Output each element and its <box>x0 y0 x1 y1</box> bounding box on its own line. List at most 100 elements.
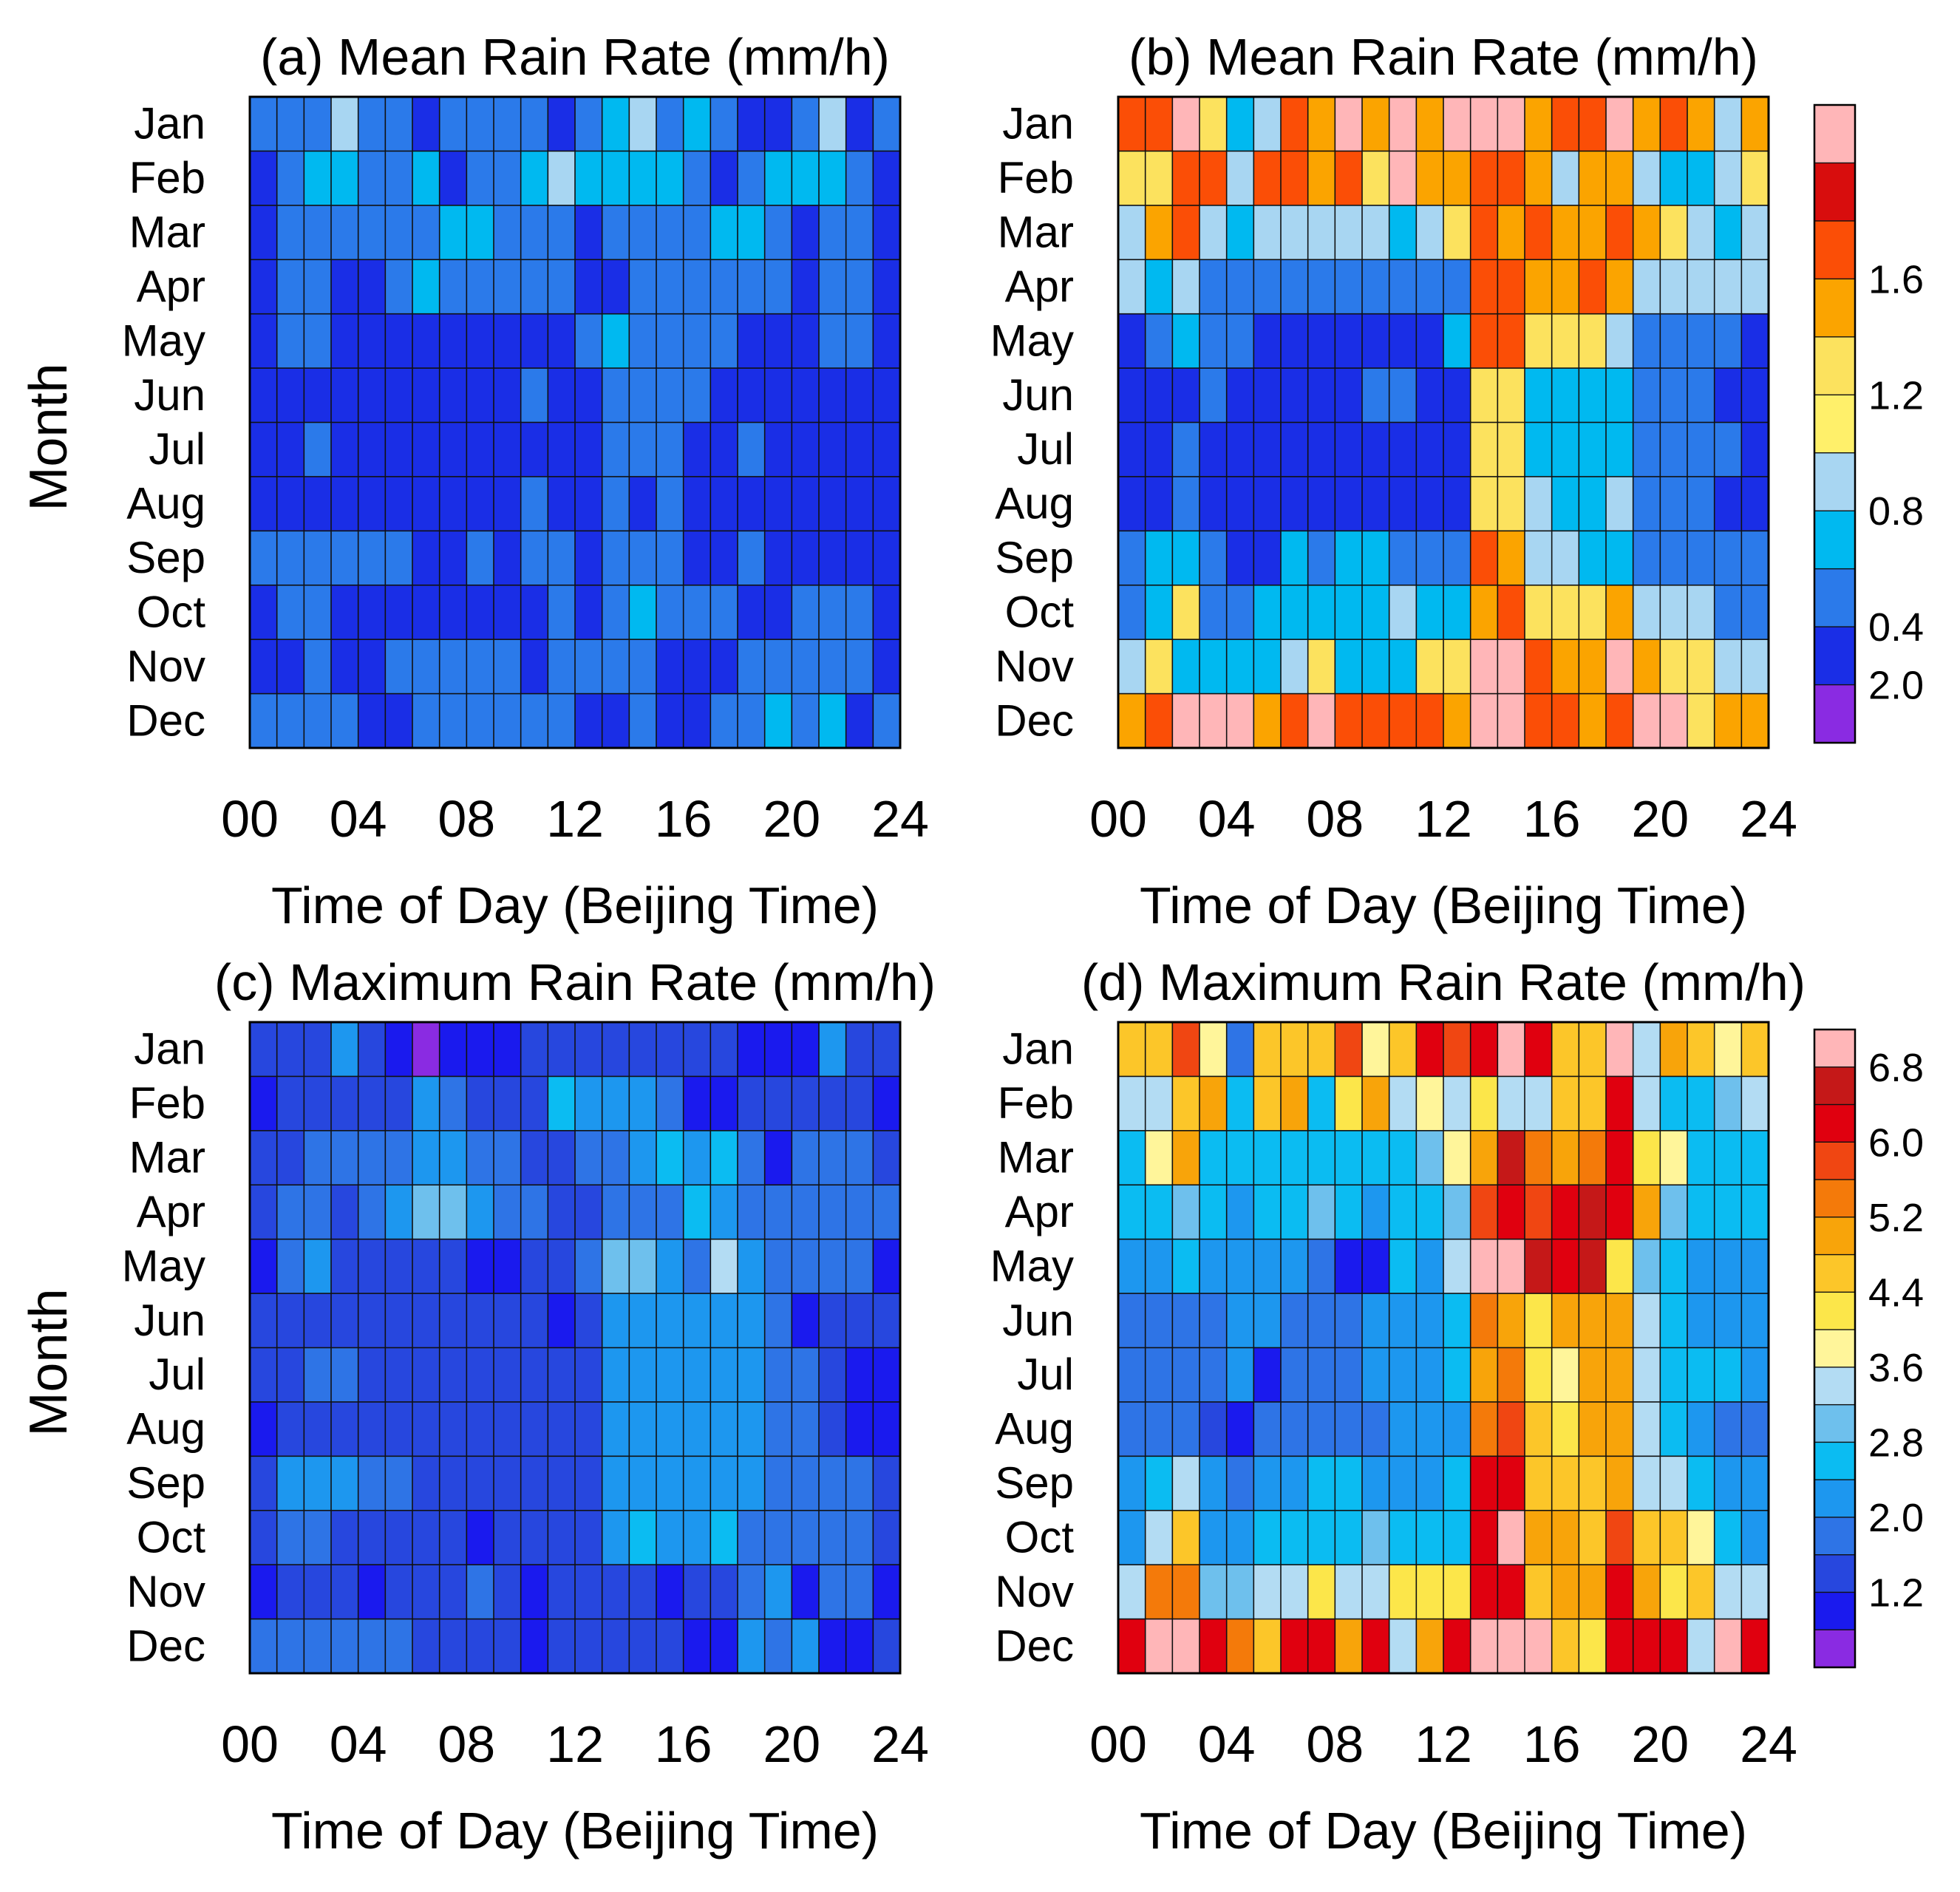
heatmap-cell <box>1497 1455 1526 1511</box>
heatmap-cell <box>1713 693 1743 749</box>
heatmap-cell <box>384 1130 414 1186</box>
heatmap-cell <box>1280 530 1309 586</box>
heatmap-cell <box>1334 1347 1364 1403</box>
heatmap-cell <box>1740 1564 1770 1620</box>
y-axis-label: Month <box>19 363 78 511</box>
heatmap-cell <box>384 1455 414 1511</box>
heatmap-cell <box>1388 259 1418 315</box>
heatmap-cell <box>276 205 305 261</box>
heatmap-cell <box>384 1347 414 1403</box>
heatmap-cell <box>1687 1509 1715 1566</box>
heatmap-cell <box>276 476 305 532</box>
colorbar-bin <box>1814 452 1856 512</box>
heatmap-cell <box>737 1130 766 1186</box>
y-tick-label: Feb <box>998 1078 1074 1128</box>
heatmap-cell <box>872 1509 902 1566</box>
heatmap-cell <box>710 476 739 532</box>
heatmap-cell <box>1713 1293 1743 1349</box>
heatmap-cell <box>276 1455 305 1511</box>
heatmap-cell <box>303 1401 333 1457</box>
y-tick-label: Jul <box>1017 424 1074 474</box>
heatmap-cell <box>1632 1075 1661 1132</box>
colorbars: 2.0 1.6 1.2 0.8 0.4 6.8 6.0 5.2 4.4 3.6 2.8 2.0 1.2 <box>1813 103 1924 1669</box>
colorbar-bin <box>1814 1103 1856 1143</box>
heatmap-cell <box>1280 96 1309 152</box>
heatmap-cell <box>1144 205 1174 261</box>
heatmap-cell <box>493 259 522 315</box>
heatmap-cell <box>1551 259 1580 315</box>
heatmap-cell <box>1117 313 1146 370</box>
heatmap-cell <box>1632 530 1661 586</box>
heatmap-cell <box>1388 530 1418 586</box>
heatmap-cell <box>1632 1401 1661 1457</box>
heatmap-cell <box>791 1293 820 1349</box>
heatmap-cell <box>1659 1618 1689 1675</box>
heatmap-cell <box>249 1564 278 1620</box>
heatmap-cell <box>466 584 495 641</box>
heatmap-cell <box>1578 1238 1607 1295</box>
heatmap-cell <box>412 639 440 695</box>
heatmap-cell <box>818 96 847 152</box>
plot-frame <box>248 95 902 749</box>
heatmap-cell <box>303 367 333 423</box>
heatmap-cell <box>710 1021 739 1078</box>
heatmap-cell <box>791 1130 820 1186</box>
heatmap-cell <box>737 421 766 478</box>
heatmap-cell <box>1551 639 1580 695</box>
heatmap-cell <box>845 96 874 152</box>
heatmap-cell <box>656 259 684 315</box>
heatmap-cell <box>412 693 440 749</box>
colorbar-bin <box>1814 278 1856 338</box>
heatmap-cell <box>1361 150 1390 207</box>
heatmap-cell <box>1280 1564 1309 1620</box>
heatmap-cell <box>628 205 658 261</box>
heatmap-cell <box>493 584 522 641</box>
heatmap-cell <box>547 1184 576 1240</box>
heatmap-cell <box>303 476 333 532</box>
heatmap-cell <box>1117 476 1146 532</box>
heatmap-cell <box>763 1184 793 1240</box>
heatmap-cell <box>1199 1184 1228 1240</box>
heatmap-cell <box>1713 205 1743 261</box>
heatmap-cell <box>1578 639 1607 695</box>
y-tick-label: May <box>122 316 205 365</box>
heatmap-cell <box>1307 96 1336 152</box>
heatmap-cell <box>1388 1509 1418 1566</box>
heatmap-cell <box>1659 1021 1689 1078</box>
heatmap-cell <box>1171 313 1201 370</box>
heatmap-cell <box>1415 313 1445 370</box>
heatmap-cell <box>1740 313 1770 370</box>
heatmap-cell <box>1713 530 1743 586</box>
x-tick-label: 16 <box>1523 790 1581 848</box>
heatmap-cell <box>1117 1184 1146 1240</box>
heatmap-cell <box>547 1238 576 1295</box>
heatmap-cell <box>601 259 630 315</box>
heatmap-cell <box>384 1184 414 1240</box>
y-tick-label: Nov <box>995 642 1074 691</box>
heatmap-cell <box>1171 259 1201 315</box>
heatmap-cell <box>574 313 603 370</box>
heatmap-cell <box>628 1130 658 1186</box>
heatmap-cell <box>466 150 495 207</box>
heatmap-cell <box>330 421 359 478</box>
heatmap-cell <box>1415 1075 1445 1132</box>
heatmap-cell <box>303 205 333 261</box>
heatmap-cell <box>601 205 630 261</box>
heatmap-cell <box>1388 1075 1418 1132</box>
heatmap-cell <box>1551 1618 1580 1675</box>
heatmap-cell <box>1253 259 1282 315</box>
heatmap-cell <box>357 639 387 695</box>
heatmap-cell <box>1334 1401 1364 1457</box>
x-tick-label: 20 <box>763 790 820 848</box>
colorbar-bin <box>1814 684 1856 744</box>
heatmap-cell <box>1388 1347 1418 1403</box>
y-tick-label: Apr <box>1005 1187 1074 1236</box>
heatmap-cell <box>438 421 468 478</box>
heatmap-cell <box>466 476 495 532</box>
heatmap-cell <box>303 421 333 478</box>
heatmap-cell <box>384 639 414 695</box>
heatmap-cell <box>438 1347 468 1403</box>
heatmap-cell <box>601 150 630 207</box>
heatmap-cell <box>1524 150 1553 207</box>
